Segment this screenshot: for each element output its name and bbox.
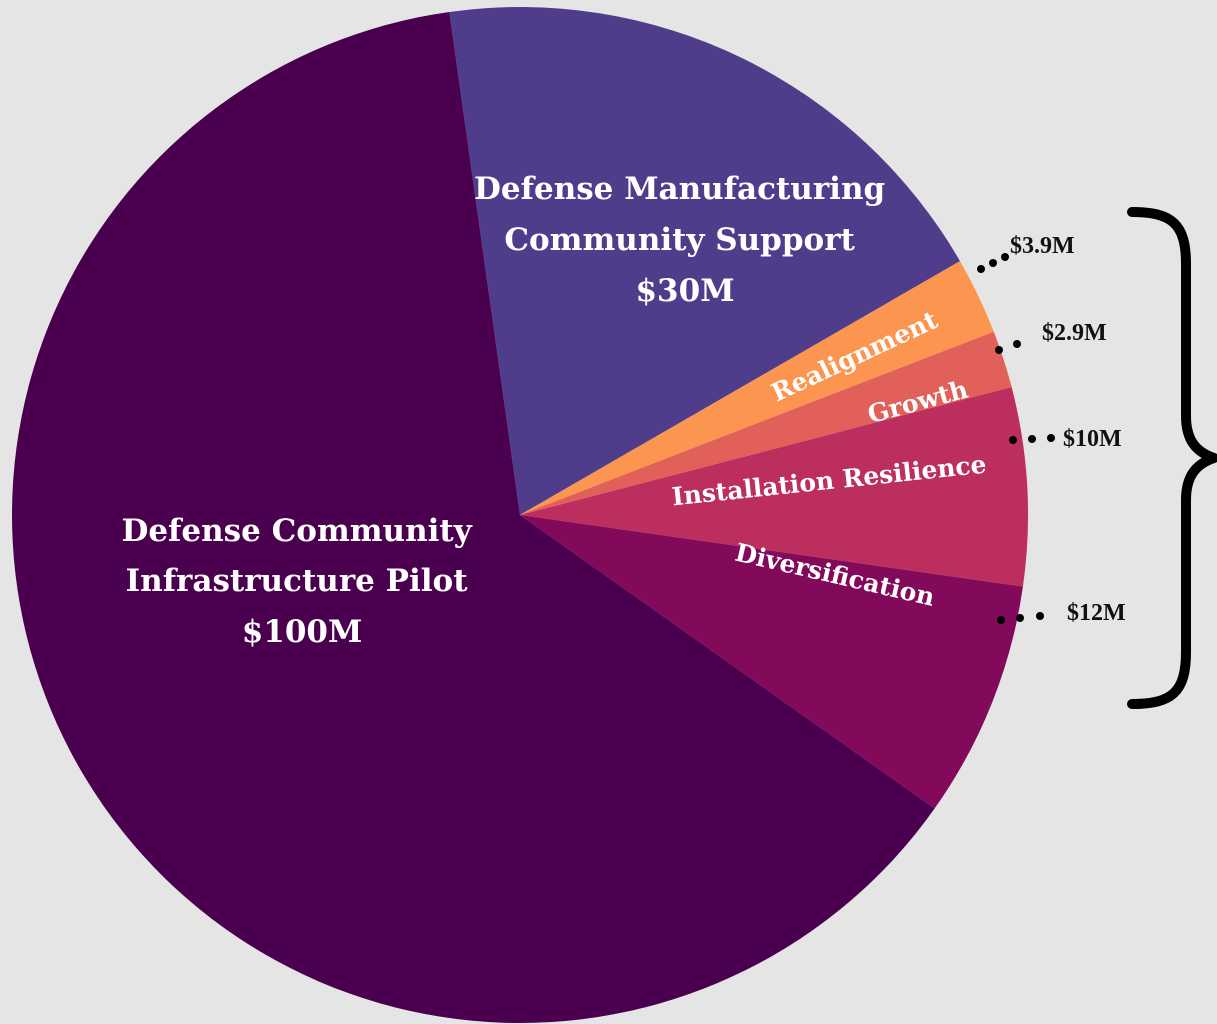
dmcs-label: Defense Manufacturing Community Support … xyxy=(474,171,896,309)
pie-slice-diversification xyxy=(520,515,1023,809)
leader-dot xyxy=(1047,434,1055,442)
pie-slice-defense-manufacturing-community-support xyxy=(449,6,960,515)
pie-slice-defense-community-infrastructure-pilot xyxy=(12,11,935,1023)
installation-resilience-value: $10M xyxy=(1063,426,1122,452)
pie-slice-installation-resilience xyxy=(520,387,1029,587)
pie-slice-realignment xyxy=(520,261,994,515)
dmcs-label-line2: Community Support xyxy=(504,222,855,258)
leader-dot xyxy=(977,265,985,273)
dmcs-label-line1: Defense Manufacturing xyxy=(474,171,885,207)
leader-dot xyxy=(1028,435,1036,443)
leader-dot xyxy=(1013,340,1021,348)
leader-dot xyxy=(989,259,997,267)
leader-dot xyxy=(1009,436,1017,444)
realignment-value: $3.9M xyxy=(1010,233,1075,259)
leader-dot xyxy=(1036,612,1044,620)
dcip-label-line2: Infrastructure Pilot xyxy=(126,563,469,599)
pie-slice-growth xyxy=(520,331,1012,515)
leader-dot xyxy=(997,616,1005,624)
dcip-label-line1: Defense Community xyxy=(121,513,472,549)
slices-group xyxy=(12,6,1029,1023)
dcip-label: Defense Community Infrastructure Pilot $… xyxy=(121,513,482,650)
dmcs-value: $30M xyxy=(635,273,734,309)
leader-dot xyxy=(1016,614,1024,622)
leader-dot xyxy=(995,346,1003,354)
diversification-value: $12M xyxy=(1067,600,1126,626)
growth-value: $2.9M xyxy=(1042,320,1107,346)
dcip-value: $100M xyxy=(242,614,363,650)
leader-dots xyxy=(977,253,1055,624)
leader-dot xyxy=(1001,253,1009,261)
group-brace xyxy=(1127,207,1217,709)
